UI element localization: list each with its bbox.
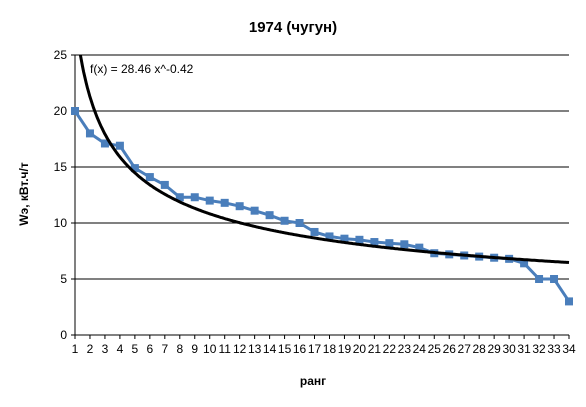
data-point <box>145 173 154 182</box>
x-tick-label: 7 <box>161 342 168 356</box>
trendline <box>78 54 570 264</box>
axes <box>71 54 570 339</box>
x-tick-label: 21 <box>368 342 382 356</box>
x-tick-label: 6 <box>147 342 154 356</box>
x-tick-label: 23 <box>398 342 412 356</box>
gridlines <box>75 54 569 280</box>
data-point <box>205 196 214 205</box>
data-point <box>385 239 394 248</box>
x-tick-label: 15 <box>278 342 292 356</box>
data-point <box>190 193 199 202</box>
x-tick-label: 11 <box>218 342 231 356</box>
x-tick-label: 17 <box>308 342 322 356</box>
data-point <box>535 275 544 283</box>
series-line <box>73 110 571 303</box>
x-axis-title: ранг <box>300 374 326 388</box>
data-point <box>340 234 349 243</box>
x-tick-label: 30 <box>502 342 516 356</box>
x-tick-label: 20 <box>353 342 367 356</box>
data-point <box>550 275 559 283</box>
x-tick-label: 12 <box>233 342 247 356</box>
y-tick-label: 20 <box>54 104 68 118</box>
x-tick-label: 24 <box>413 342 427 356</box>
y-tick-label: 0 <box>60 328 67 342</box>
x-tick-label: 27 <box>458 342 472 356</box>
data-point <box>310 227 319 236</box>
x-tick-label: 5 <box>132 342 139 356</box>
x-tick-label: 33 <box>547 342 561 356</box>
x-tick-label: 22 <box>383 342 397 356</box>
data-point <box>520 259 529 268</box>
data-point <box>115 141 124 150</box>
x-tick-label: 8 <box>176 342 183 356</box>
x-tick-label: 25 <box>428 342 442 356</box>
data-point <box>160 180 169 189</box>
y-axis-title: Wэ, кВт.ч/т <box>17 162 31 226</box>
data-point <box>400 240 409 249</box>
x-tick-label: 2 <box>87 342 94 356</box>
x-tick-label: 1 <box>72 342 79 356</box>
data-point <box>85 129 94 138</box>
data-point <box>325 232 334 241</box>
data-point <box>370 238 379 247</box>
x-tick-label: 9 <box>191 342 198 356</box>
data-point <box>130 164 139 173</box>
y-tick-label: 25 <box>54 48 68 62</box>
data-point <box>355 235 364 244</box>
y-tick-label: 10 <box>54 216 68 230</box>
x-tick-label: 13 <box>248 342 262 356</box>
y-tick-label: 5 <box>60 272 67 286</box>
data-point <box>265 211 274 220</box>
x-tick-label: 14 <box>263 342 277 356</box>
trendline-curve <box>78 54 570 264</box>
x-tick-label: 26 <box>443 342 457 356</box>
x-tick-label: 18 <box>323 342 337 356</box>
x-tick-label: 29 <box>487 342 501 356</box>
y-tick-label: 15 <box>54 160 68 174</box>
data-point <box>235 202 244 211</box>
data-point <box>100 139 109 148</box>
data-point <box>415 243 424 252</box>
x-tick-label: 10 <box>203 342 217 356</box>
x-tick-label: 16 <box>293 342 307 356</box>
x-tick-label: 4 <box>117 342 124 356</box>
trendline-equation: f(x) = 28.46 x^-0.42 <box>90 62 194 76</box>
x-tick-label: 32 <box>532 342 546 356</box>
data-point <box>220 198 229 207</box>
data-series <box>71 107 573 306</box>
chart-title: 1974 (чугун) <box>249 19 337 36</box>
data-point <box>250 206 259 215</box>
data-point <box>295 219 304 227</box>
data-point <box>565 297 573 306</box>
data-point <box>175 193 184 202</box>
x-tick-label: 19 <box>338 342 352 356</box>
data-point <box>280 216 289 225</box>
data-point <box>71 107 79 115</box>
x-tick-label: 3 <box>102 342 109 356</box>
x-tick-label: 31 <box>517 342 531 356</box>
x-tick-label: 28 <box>473 342 487 356</box>
x-tick-label: 34 <box>562 342 576 356</box>
